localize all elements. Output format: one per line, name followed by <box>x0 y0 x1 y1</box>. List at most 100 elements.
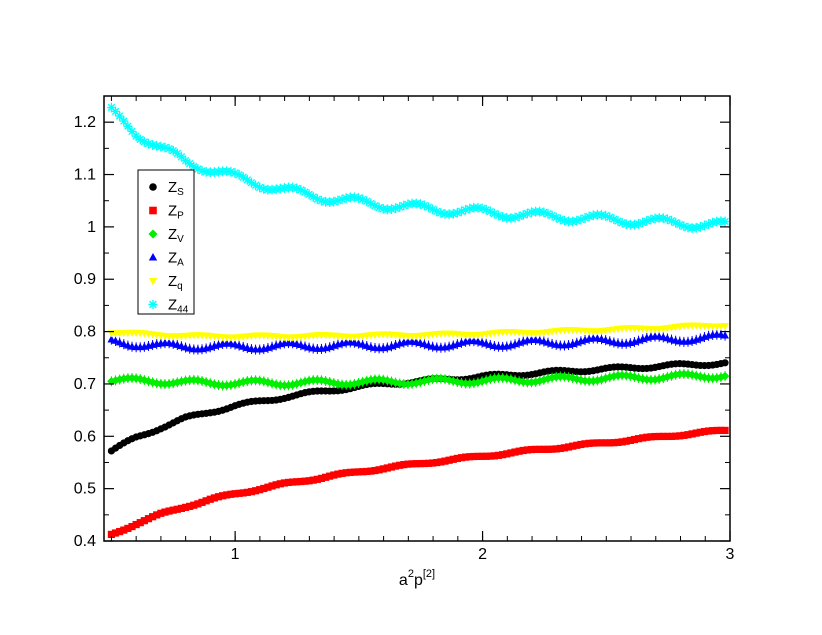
legend-label: Zq <box>168 273 183 292</box>
data-point <box>304 190 314 199</box>
data-point <box>185 159 194 168</box>
legend-label-sub: q <box>177 281 183 292</box>
data-point <box>329 197 339 206</box>
data-point <box>136 519 144 527</box>
data-point <box>514 212 524 221</box>
data-point <box>197 166 207 176</box>
data-point <box>667 371 676 381</box>
data-point <box>663 214 672 224</box>
x-axis-title: a2p[2] <box>399 568 435 589</box>
data-point <box>190 501 198 509</box>
data-point <box>593 439 601 447</box>
data-point <box>523 446 531 454</box>
data-point <box>539 208 549 217</box>
data-point <box>704 219 713 229</box>
data-point <box>313 194 322 204</box>
data-point <box>692 429 700 437</box>
legend-label: ZS <box>168 179 184 198</box>
data-point <box>461 205 470 215</box>
data-point <box>667 432 676 440</box>
data-point <box>111 336 120 344</box>
data-point <box>577 440 585 449</box>
data-point <box>149 513 157 521</box>
data-point <box>116 527 124 536</box>
data-point <box>704 427 713 435</box>
data-point <box>415 199 425 209</box>
y-tick-label: 0.5 <box>74 481 96 498</box>
data-point <box>206 495 214 503</box>
data-point <box>601 374 610 383</box>
data-point <box>235 489 243 497</box>
data-point <box>721 426 729 435</box>
data-point <box>243 175 252 185</box>
legend-marker <box>149 206 157 215</box>
data-point <box>251 487 260 495</box>
data-point <box>499 451 507 459</box>
data-point <box>341 193 351 203</box>
legend-entry-a: ZA <box>148 250 184 269</box>
data-point <box>700 221 709 230</box>
data-point <box>280 479 288 487</box>
data-point <box>630 220 639 229</box>
data-point <box>605 212 615 222</box>
data-point <box>194 500 202 508</box>
data-point <box>231 490 239 498</box>
data-point <box>391 203 400 213</box>
data-point <box>663 432 671 441</box>
data-point <box>123 121 133 131</box>
y-tick-label: 0.4 <box>74 533 96 550</box>
data-point <box>317 196 326 206</box>
legend-entry-q: Zq <box>148 273 183 292</box>
y-tick-label: 1.2 <box>74 114 96 131</box>
legend-marker <box>149 183 157 191</box>
data-point <box>354 468 363 476</box>
data-point <box>617 218 627 228</box>
data-point <box>453 208 462 218</box>
data-point <box>371 466 379 475</box>
data-point <box>219 492 227 500</box>
legend-box <box>137 169 195 315</box>
data-point <box>532 445 540 453</box>
data-point <box>647 433 655 441</box>
data-point <box>717 426 725 434</box>
data-point <box>618 438 626 446</box>
data-point <box>676 432 684 440</box>
data-point <box>485 207 495 216</box>
data-point <box>387 204 396 214</box>
data-point <box>395 202 405 212</box>
data-point <box>560 444 569 452</box>
data-point <box>634 219 643 229</box>
data-point <box>720 371 730 381</box>
data-point <box>334 470 342 478</box>
data-point <box>547 373 557 382</box>
data-point <box>289 478 297 486</box>
data-point <box>370 201 380 210</box>
data-point <box>659 432 667 441</box>
data-point <box>679 222 689 231</box>
data-point <box>169 506 177 514</box>
series-v <box>107 368 730 391</box>
data-point <box>696 222 705 232</box>
data-point <box>584 212 594 221</box>
data-point <box>597 439 606 447</box>
data-point <box>115 111 124 121</box>
data-point <box>172 149 182 158</box>
data-point <box>568 373 577 383</box>
data-point <box>555 215 565 224</box>
data-point <box>466 453 474 461</box>
data-point <box>663 372 672 382</box>
data-point <box>540 445 548 453</box>
data-point <box>119 116 129 126</box>
data-point <box>412 460 420 468</box>
data-point <box>441 457 449 465</box>
data-point <box>680 431 688 439</box>
data-point <box>614 438 622 446</box>
data-point <box>321 473 330 481</box>
data-point <box>634 435 643 443</box>
data-point <box>568 217 577 226</box>
data-point <box>638 218 648 227</box>
data-point <box>597 210 606 220</box>
data-point <box>300 187 310 197</box>
data-point <box>518 210 528 220</box>
data-point <box>626 436 634 445</box>
